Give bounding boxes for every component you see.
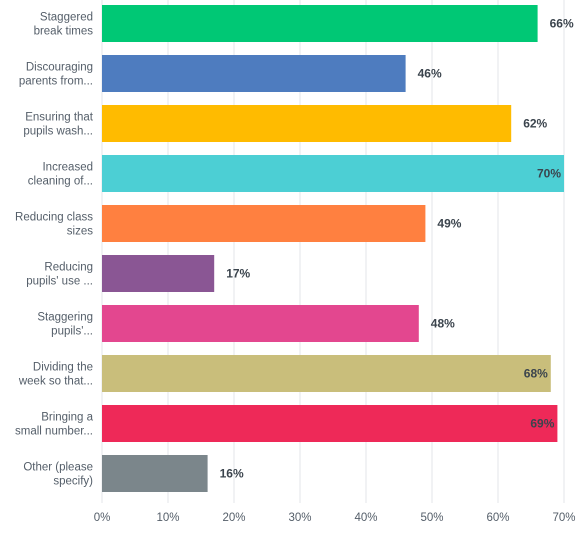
value-label: 16% xyxy=(220,467,244,481)
x-axis-tick-labels: 0% 10% 20% 30% 40% 50% 60% 70% xyxy=(94,512,576,524)
x-tick-label: 50% xyxy=(420,512,443,524)
category-label-line: week so that... xyxy=(18,376,93,388)
category-label-line: cleaning of... xyxy=(28,176,93,188)
category-label-line: break times xyxy=(34,26,94,38)
category-label-line: specify) xyxy=(53,476,93,488)
category-label-line: Discouraging xyxy=(26,62,93,74)
bar xyxy=(102,155,564,192)
x-tick-label: 40% xyxy=(354,512,377,524)
category-label: Discouraging parents from... xyxy=(19,62,93,88)
bar xyxy=(102,55,406,92)
category-label-line: Dividing the xyxy=(33,362,93,374)
category-label-line: Ensuring that xyxy=(25,112,94,124)
bars xyxy=(102,5,564,492)
category-label-line: pupils wash... xyxy=(23,126,93,138)
x-tick-label: 10% xyxy=(156,512,179,524)
category-label-line: pupils' use ... xyxy=(26,276,93,288)
category-label: Bringing a small number... xyxy=(15,412,94,438)
value-label: 68% xyxy=(524,367,548,381)
bar xyxy=(102,305,419,342)
x-tick-label: 0% xyxy=(94,512,111,524)
category-label: Increased cleaning of... xyxy=(28,162,93,188)
category-label-line: Reducing xyxy=(44,262,93,274)
category-label-line: Reducing class xyxy=(15,212,93,224)
category-label-line: parents from... xyxy=(19,76,93,88)
category-label: Reducing pupils' use ... xyxy=(26,262,93,288)
value-label: 70% xyxy=(537,167,561,181)
value-label: 49% xyxy=(437,217,461,231)
bar xyxy=(102,355,551,392)
value-label: 62% xyxy=(523,117,547,131)
value-label: 17% xyxy=(226,267,250,281)
category-label-line: pupils'... xyxy=(51,326,93,338)
bar xyxy=(102,255,215,292)
category-label-line: sizes xyxy=(67,226,93,238)
category-label: Other (please specify) xyxy=(23,462,93,488)
x-tick-label: 30% xyxy=(288,512,311,524)
category-label-line: Bringing a xyxy=(41,412,93,424)
category-label-line: Increased xyxy=(42,162,93,174)
bar xyxy=(102,455,208,492)
value-label: 48% xyxy=(431,317,455,331)
value-label: 66% xyxy=(550,17,574,31)
bar xyxy=(102,105,512,142)
bar xyxy=(102,405,558,442)
x-tick-label: 70% xyxy=(552,512,575,524)
category-label: Staggered break times xyxy=(34,12,94,38)
x-tick-label: 20% xyxy=(222,512,245,524)
value-label: 46% xyxy=(418,67,442,81)
category-label-line: Other (please xyxy=(23,462,93,474)
x-tick-label: 60% xyxy=(486,512,509,524)
category-label: Ensuring that pupils wash... xyxy=(23,112,93,138)
bar xyxy=(102,205,426,242)
category-label: Reducing class sizes xyxy=(15,212,93,238)
bar xyxy=(102,5,538,42)
value-label: 69% xyxy=(530,417,554,431)
category-label: Dividing the week so that... xyxy=(18,362,93,388)
category-label-line: Staggered xyxy=(40,12,93,24)
value-labels: 66% 46% 62% 70% 49% 17% 48% 68% 69% 16% xyxy=(220,17,574,481)
category-label-line: Staggering xyxy=(37,312,93,324)
category-label: Staggering pupils'... xyxy=(37,312,93,338)
category-label-line: small number... xyxy=(15,426,93,438)
category-labels: Staggered break times Discouraging parents … xyxy=(15,12,94,488)
